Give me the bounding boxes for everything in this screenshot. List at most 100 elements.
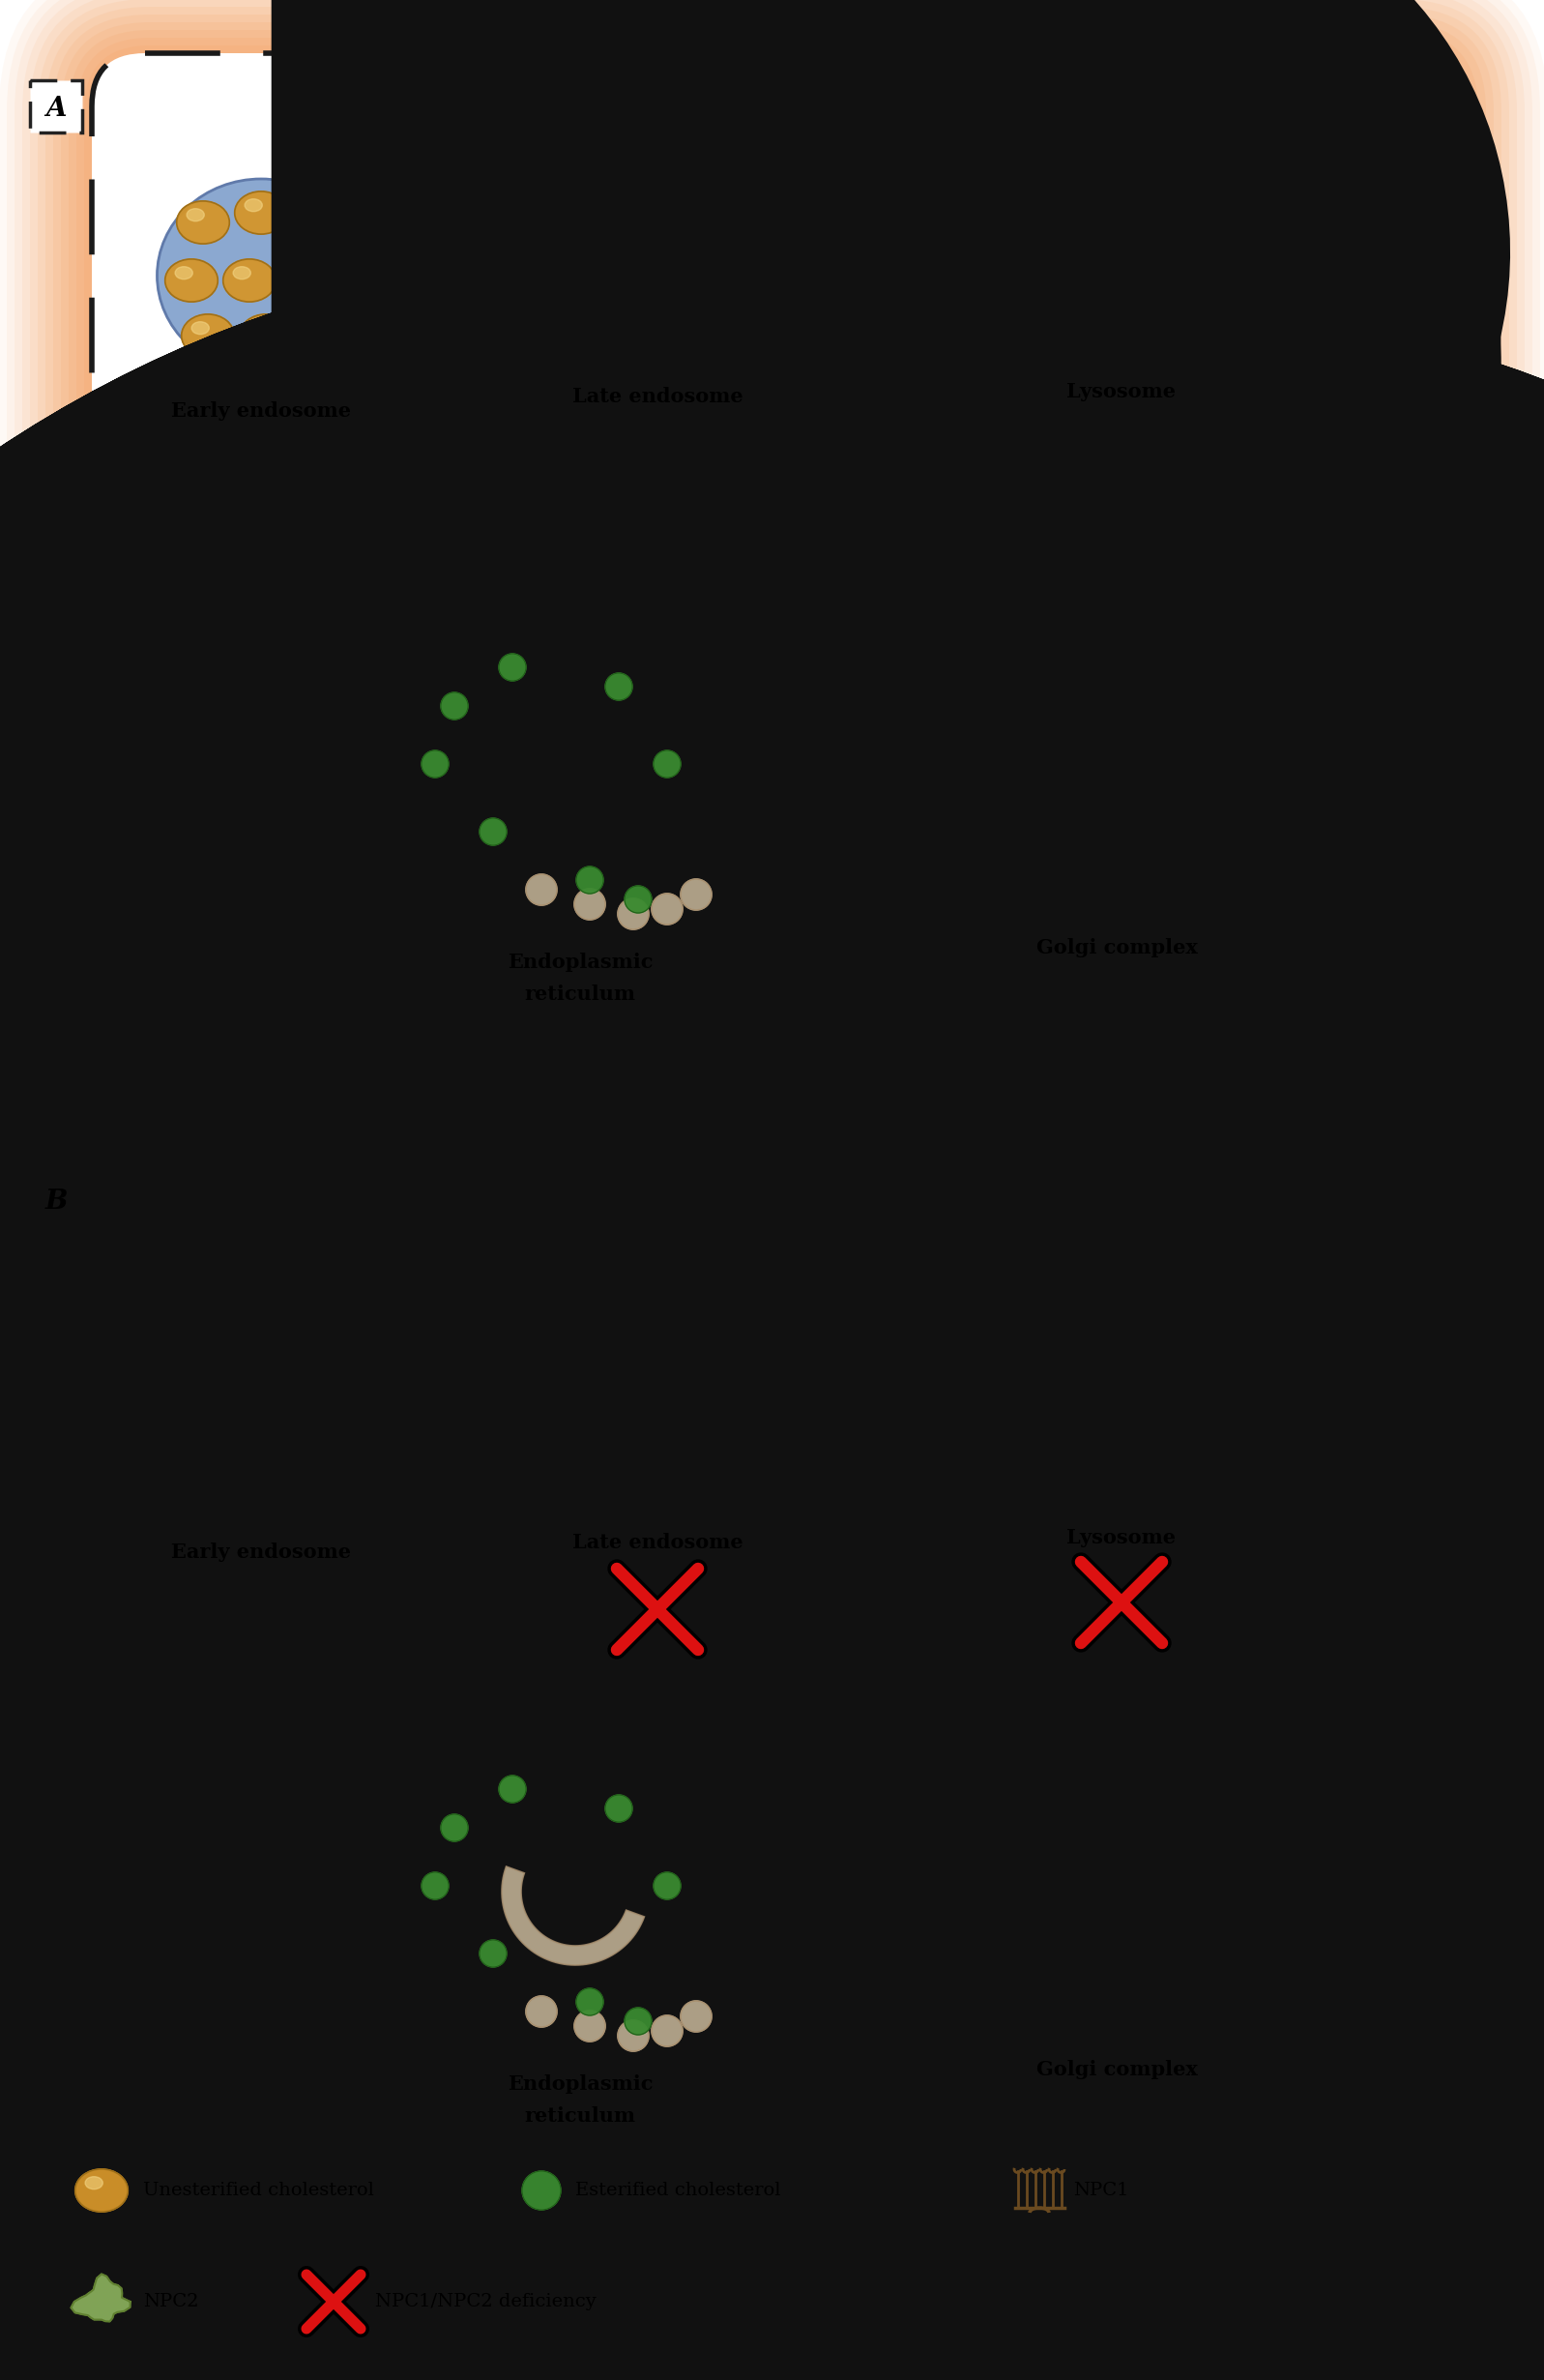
Ellipse shape (298, 1454, 350, 1497)
Ellipse shape (1106, 283, 1153, 328)
Polygon shape (469, 1842, 656, 1973)
Circle shape (618, 2021, 648, 2052)
Ellipse shape (85, 2178, 103, 2190)
Text: A: A (46, 95, 66, 121)
FancyBboxPatch shape (83, 1138, 1462, 2121)
Text: Lysosome: Lysosome (1067, 1528, 1177, 1547)
Circle shape (499, 1775, 527, 1802)
Ellipse shape (1090, 226, 1138, 271)
Circle shape (675, 1359, 695, 1378)
Circle shape (676, 1423, 696, 1442)
Ellipse shape (295, 212, 347, 255)
Circle shape (1200, 1804, 1227, 1833)
Ellipse shape (304, 1359, 323, 1371)
FancyBboxPatch shape (0, 1054, 1544, 2206)
Ellipse shape (695, 1435, 740, 1476)
FancyBboxPatch shape (0, 0, 1544, 1185)
Polygon shape (469, 721, 656, 852)
Ellipse shape (570, 1383, 615, 1426)
FancyBboxPatch shape (6, 1061, 1539, 2199)
FancyBboxPatch shape (68, 31, 1478, 1116)
Ellipse shape (1051, 283, 1099, 328)
Circle shape (527, 1997, 557, 2028)
Circle shape (652, 892, 682, 923)
Ellipse shape (1153, 231, 1201, 274)
FancyBboxPatch shape (22, 1076, 1524, 2182)
Circle shape (1143, 1416, 1163, 1435)
Ellipse shape (187, 1349, 204, 1361)
Ellipse shape (1161, 1426, 1209, 1471)
Polygon shape (452, 709, 662, 854)
Ellipse shape (689, 1385, 733, 1428)
Circle shape (574, 2011, 605, 2042)
FancyBboxPatch shape (83, 45, 1462, 1100)
Ellipse shape (556, 1304, 760, 1502)
Circle shape (1099, 588, 1135, 621)
Circle shape (1220, 769, 1246, 797)
Ellipse shape (157, 1321, 364, 1514)
Ellipse shape (174, 267, 193, 278)
Polygon shape (435, 697, 669, 859)
Circle shape (527, 873, 557, 904)
Circle shape (480, 1940, 506, 1966)
Ellipse shape (293, 262, 346, 305)
Text: Lysosome: Lysosome (1067, 383, 1177, 402)
FancyBboxPatch shape (29, 0, 1516, 1154)
Text: Late endosome: Late endosome (571, 1533, 743, 1552)
Ellipse shape (689, 240, 733, 281)
Ellipse shape (1028, 226, 1076, 271)
Text: Late endosome: Late endosome (571, 388, 743, 407)
Ellipse shape (635, 174, 681, 214)
Ellipse shape (222, 1399, 276, 1442)
Circle shape (968, 1849, 1004, 1885)
FancyBboxPatch shape (29, 1173, 82, 1226)
Circle shape (997, 1940, 1024, 1966)
Polygon shape (403, 1797, 681, 1987)
Ellipse shape (1090, 1373, 1138, 1416)
Circle shape (681, 878, 712, 909)
Circle shape (1093, 1714, 1121, 1740)
Text: Esterified cholesterol: Esterified cholesterol (576, 2182, 781, 2199)
Ellipse shape (307, 321, 326, 333)
FancyBboxPatch shape (76, 38, 1470, 1109)
Polygon shape (71, 2273, 130, 2321)
FancyBboxPatch shape (45, 7, 1501, 1140)
Circle shape (1099, 1985, 1135, 2018)
Circle shape (442, 693, 468, 719)
Circle shape (653, 1873, 681, 1899)
Ellipse shape (157, 178, 364, 371)
Circle shape (1081, 271, 1101, 293)
Ellipse shape (235, 1333, 287, 1376)
Circle shape (681, 2002, 712, 2033)
Text: Endoplasmic: Endoplasmic (508, 2075, 653, 2094)
Circle shape (480, 819, 506, 845)
FancyBboxPatch shape (37, 0, 1508, 1147)
Circle shape (1143, 269, 1163, 290)
Circle shape (1002, 1752, 1038, 1787)
Ellipse shape (298, 314, 350, 357)
Ellipse shape (174, 1409, 193, 1421)
Ellipse shape (591, 293, 636, 333)
Ellipse shape (1014, 143, 1227, 350)
Text: Golgi complex: Golgi complex (1036, 2061, 1197, 2080)
Circle shape (1016, 645, 1044, 671)
Polygon shape (485, 733, 650, 847)
Circle shape (993, 1947, 1028, 1980)
Ellipse shape (293, 1404, 346, 1447)
Ellipse shape (1161, 281, 1209, 324)
Circle shape (576, 1987, 604, 2016)
Ellipse shape (627, 238, 673, 278)
FancyBboxPatch shape (60, 21, 1485, 1123)
Ellipse shape (1156, 176, 1204, 219)
Ellipse shape (1098, 1304, 1146, 1349)
Circle shape (442, 1814, 468, 1842)
Ellipse shape (235, 190, 287, 233)
Circle shape (1079, 1349, 1099, 1371)
Ellipse shape (1153, 1376, 1201, 1418)
FancyBboxPatch shape (52, 14, 1493, 1130)
Polygon shape (502, 1866, 644, 1966)
Ellipse shape (250, 321, 267, 333)
Circle shape (616, 1361, 636, 1380)
Circle shape (522, 2171, 560, 2209)
Ellipse shape (570, 238, 615, 278)
